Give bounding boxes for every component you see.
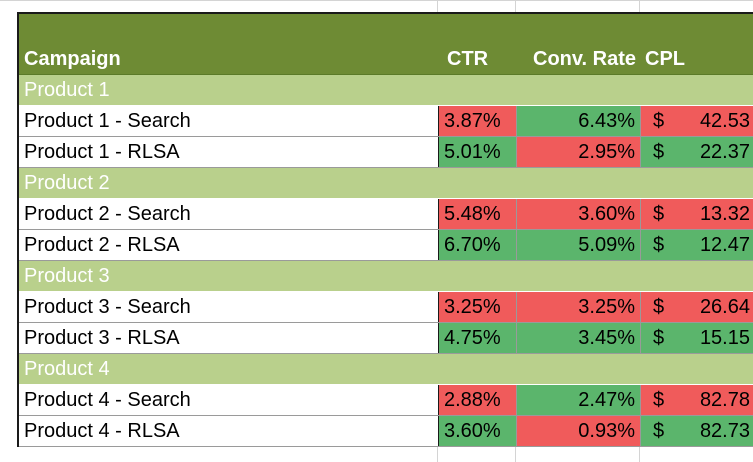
cpl-cell[interactable]: $13.32 bbox=[641, 199, 753, 229]
table-row: Product 4 - RLSA 3.60% 0.93% $82.73 bbox=[19, 416, 753, 447]
group-cell[interactable] bbox=[641, 261, 753, 291]
conv-rate-cell[interactable]: 2.47% bbox=[517, 385, 641, 415]
campaign-cell[interactable]: Product 4 - RLSA bbox=[19, 416, 439, 446]
cpl-cell[interactable]: $82.78 bbox=[641, 385, 753, 415]
cpl-value: 82.78 bbox=[699, 388, 750, 411]
group-cell[interactable] bbox=[641, 354, 753, 384]
group-label[interactable]: Product 3 bbox=[24, 264, 110, 287]
header-cpl[interactable]: CPL bbox=[645, 48, 685, 70]
header-campaign[interactable]: Campaign bbox=[24, 48, 121, 70]
table-row: Product 4 - Search 2.88% 2.47% $82.78 bbox=[19, 385, 753, 416]
conv-rate-cell[interactable]: 3.45% bbox=[517, 323, 641, 353]
group-row: Product 4 bbox=[19, 354, 753, 385]
campaign-cell[interactable]: Product 2 - Search bbox=[19, 199, 439, 229]
group-cell[interactable] bbox=[439, 354, 517, 384]
group-row: Product 2 bbox=[19, 168, 753, 199]
group-cell[interactable] bbox=[641, 168, 753, 198]
cpl-value: 12.47 bbox=[699, 233, 750, 256]
cpl-value: 42.53 bbox=[699, 109, 750, 132]
cpl-cell[interactable]: $42.53 bbox=[641, 106, 753, 136]
group-cell[interactable] bbox=[517, 354, 641, 384]
campaign-cell[interactable]: Product 1 - Search bbox=[19, 106, 439, 136]
spreadsheet-table: Campaign CTR Conv. Rate CPL Product 1 Pro… bbox=[17, 12, 753, 447]
ctr-cell[interactable]: 5.01% bbox=[439, 137, 517, 167]
group-cell[interactable] bbox=[439, 75, 517, 105]
table-row: Product 3 - RLSA 4.75% 3.45% $15.15 bbox=[19, 323, 753, 354]
group-cell[interactable] bbox=[517, 75, 641, 105]
ctr-cell[interactable]: 5.48% bbox=[439, 199, 517, 229]
ctr-cell[interactable]: 4.75% bbox=[439, 323, 517, 353]
conv-rate-cell[interactable]: 6.43% bbox=[517, 106, 641, 136]
cpl-cell[interactable]: $82.73 bbox=[641, 416, 753, 446]
group-cell[interactable] bbox=[517, 261, 641, 291]
currency-symbol: $ bbox=[653, 109, 665, 132]
ctr-cell[interactable]: 3.87% bbox=[439, 106, 517, 136]
cpl-cell[interactable]: $15.15 bbox=[641, 323, 753, 353]
group-row: Product 1 bbox=[19, 75, 753, 106]
table-body: Product 1 Product 1 - Search 3.87% 6.43% $42… bbox=[19, 75, 753, 447]
ctr-cell[interactable]: 3.25% bbox=[439, 292, 517, 322]
cpl-value: 22.37 bbox=[699, 140, 750, 163]
group-cell[interactable] bbox=[439, 168, 517, 198]
ctr-cell[interactable]: 2.88% bbox=[439, 385, 517, 415]
cpl-value: 26.64 bbox=[699, 295, 750, 318]
group-label[interactable]: Product 1 bbox=[24, 78, 110, 101]
cpl-cell[interactable]: $12.47 bbox=[641, 230, 753, 260]
conv-rate-cell[interactable]: 3.25% bbox=[517, 292, 641, 322]
currency-symbol: $ bbox=[653, 419, 665, 442]
conv-rate-cell[interactable]: 0.93% bbox=[517, 416, 641, 446]
gridline bbox=[0, 0, 753, 1]
header-ctr[interactable]: CTR bbox=[447, 48, 489, 70]
campaign-cell[interactable]: Product 3 - RLSA bbox=[19, 323, 439, 353]
group-cell[interactable] bbox=[641, 75, 753, 105]
ctr-cell[interactable]: 6.70% bbox=[439, 230, 517, 260]
cpl-cell[interactable]: $26.64 bbox=[641, 292, 753, 322]
currency-symbol: $ bbox=[653, 388, 665, 411]
campaign-cell[interactable]: Product 4 - Search bbox=[19, 385, 439, 415]
campaign-cell[interactable]: Product 1 - RLSA bbox=[19, 137, 439, 167]
table-row: Product 3 - Search 3.25% 3.25% $26.64 bbox=[19, 292, 753, 323]
table-row: Product 2 - Search 5.48% 3.60% $13.32 bbox=[19, 199, 753, 230]
group-cell[interactable] bbox=[439, 261, 517, 291]
cpl-cell[interactable]: $22.37 bbox=[641, 137, 753, 167]
cpl-value: 15.15 bbox=[699, 326, 750, 349]
campaign-cell[interactable]: Product 3 - Search bbox=[19, 292, 439, 322]
currency-symbol: $ bbox=[653, 140, 665, 163]
table-row: Product 2 - RLSA 6.70% 5.09% $12.47 bbox=[19, 230, 753, 261]
currency-symbol: $ bbox=[653, 233, 665, 256]
conv-rate-cell[interactable]: 2.95% bbox=[517, 137, 641, 167]
group-label[interactable]: Product 2 bbox=[24, 171, 110, 194]
table-row: Product 1 - RLSA 5.01% 2.95% $22.37 bbox=[19, 137, 753, 168]
cpl-value: 82.73 bbox=[699, 419, 750, 442]
conv-rate-cell[interactable]: 5.09% bbox=[517, 230, 641, 260]
campaign-cell[interactable]: Product 2 - RLSA bbox=[19, 230, 439, 260]
group-cell[interactable] bbox=[517, 168, 641, 198]
conv-rate-cell[interactable]: 3.60% bbox=[517, 199, 641, 229]
group-label[interactable]: Product 4 bbox=[24, 357, 110, 380]
cpl-value: 13.32 bbox=[699, 202, 750, 225]
table-row: Product 1 - Search 3.87% 6.43% $42.53 bbox=[19, 106, 753, 137]
header-conv-rate[interactable]: Conv. Rate bbox=[533, 48, 636, 70]
currency-symbol: $ bbox=[653, 202, 665, 225]
currency-symbol: $ bbox=[653, 295, 665, 318]
ctr-cell[interactable]: 3.60% bbox=[439, 416, 517, 446]
currency-symbol: $ bbox=[653, 326, 665, 349]
group-row: Product 3 bbox=[19, 261, 753, 292]
header-row: Campaign CTR Conv. Rate CPL bbox=[19, 14, 753, 75]
